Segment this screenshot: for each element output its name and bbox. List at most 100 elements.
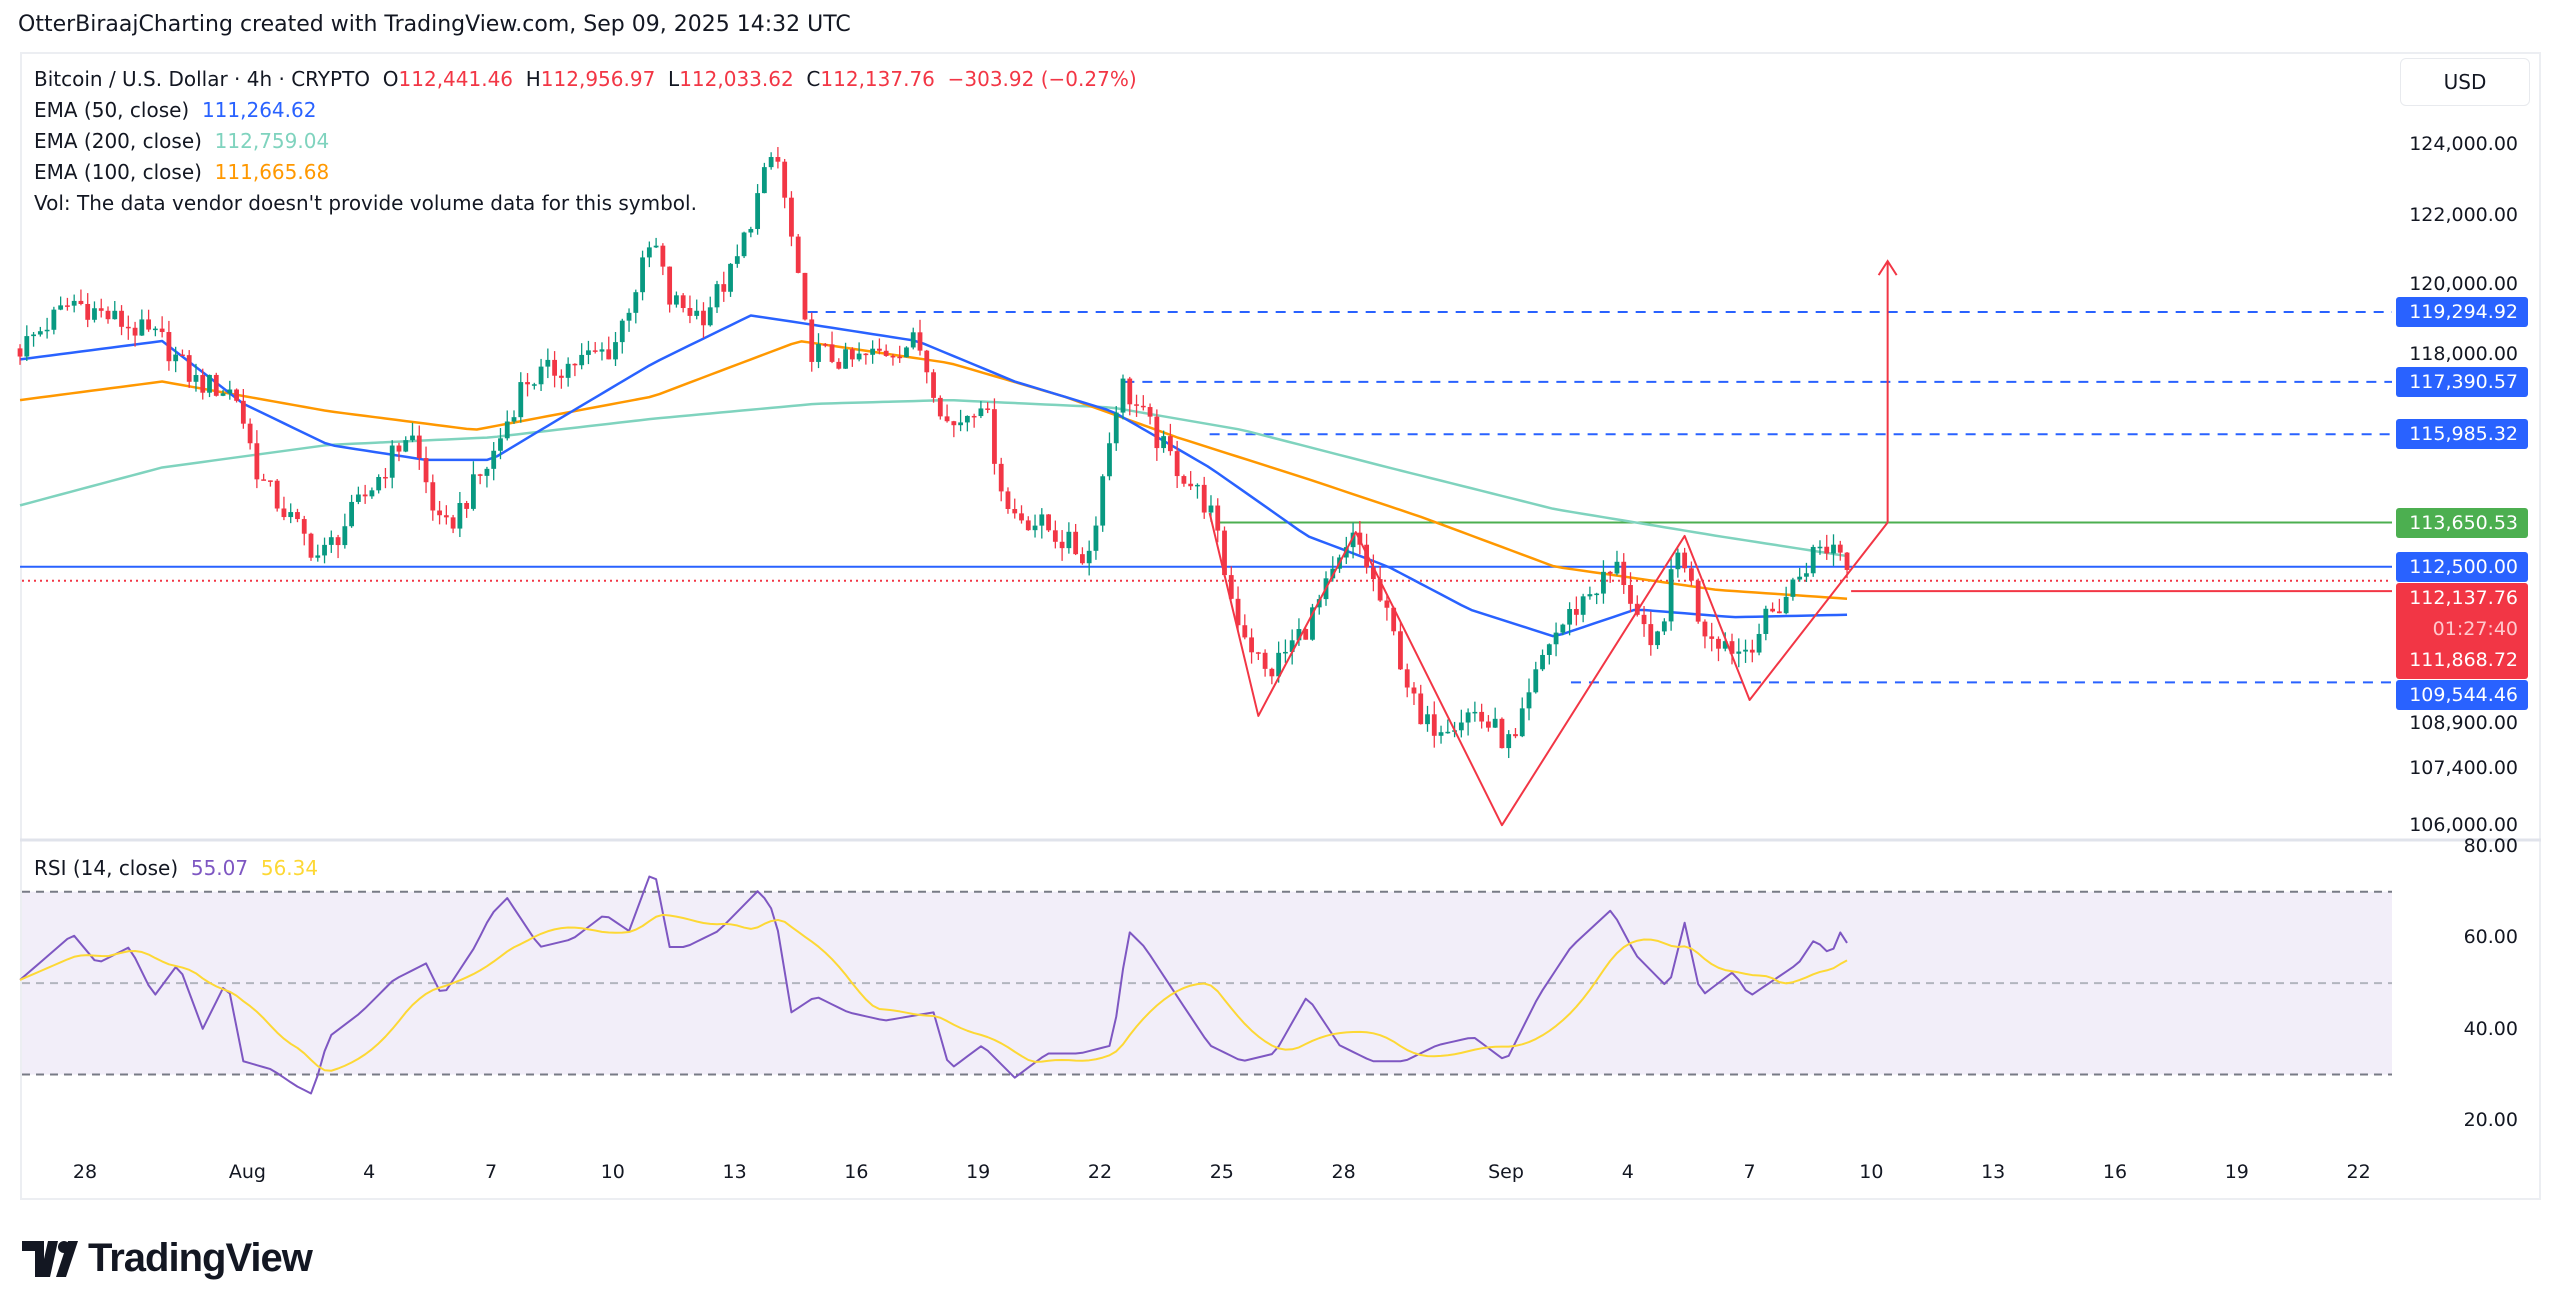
candle-body (308, 533, 314, 558)
candle-body (1147, 407, 1153, 417)
candle-body (1255, 652, 1261, 654)
candle-body (1553, 632, 1559, 645)
low-label: L (668, 67, 680, 91)
candle-body (85, 303, 91, 320)
symbol-title[interactable]: Bitcoin / U.S. Dollar · 4h · CRYPTO (34, 67, 371, 91)
candle-body (714, 284, 720, 308)
candle-body (1154, 416, 1160, 449)
candle-body (782, 161, 788, 198)
candle-body (755, 193, 761, 229)
candle-body (498, 438, 503, 451)
candle-body (1283, 651, 1288, 654)
candle-body (234, 389, 239, 401)
ema200-legend[interactable]: EMA (200, close) 112,759.04 (34, 126, 1137, 157)
candle-body (1120, 378, 1126, 413)
ema50-legend[interactable]: EMA (50, close) 111,264.62 (34, 95, 1137, 126)
rsi-ma-line (19, 913, 1848, 1072)
candle-body (1573, 609, 1579, 615)
candle-body (1350, 532, 1356, 548)
candle-body (613, 342, 618, 360)
candle-body (355, 494, 361, 502)
candle-body (1810, 546, 1816, 574)
candle-body (525, 382, 530, 385)
candle-body (1269, 668, 1275, 677)
candle-body (139, 319, 145, 336)
candle-body (1729, 641, 1735, 654)
chart-legend: Bitcoin / U.S. Dollar · 4h · CRYPTO O112… (34, 64, 1137, 219)
rsi-value: 55.07 (190, 856, 249, 880)
price-tick: 120,000.00 (2409, 272, 2518, 295)
candle-body (396, 445, 402, 452)
last-price-label: 112,137.76 01:27:40 111,868.72 (2396, 582, 2528, 679)
candle-body (1046, 514, 1051, 531)
candle-body (1695, 580, 1701, 622)
candle-body (1431, 714, 1437, 736)
currency-button[interactable]: USD (2400, 58, 2530, 106)
candle-body (701, 310, 706, 326)
candle-body (1296, 629, 1302, 641)
candle-body (694, 310, 700, 316)
candle-body (1790, 579, 1796, 597)
candle-body (626, 312, 632, 321)
candle-body (707, 307, 713, 326)
candle-body (1533, 669, 1539, 693)
candle-body (1181, 476, 1187, 484)
candle-body (247, 423, 253, 444)
candle-body (998, 463, 1004, 492)
candle-body (268, 480, 273, 482)
candle-body (159, 328, 165, 333)
candle-body (24, 336, 30, 357)
candle-body (1425, 714, 1430, 725)
candle-body (951, 421, 957, 426)
time-tick: 7 (1743, 1161, 1756, 1183)
candle-body (1567, 609, 1573, 625)
candle-body (1465, 712, 1471, 723)
candle-body (1100, 476, 1106, 526)
candle-body (721, 284, 727, 292)
bar-countdown: 01:27:40 (2432, 617, 2518, 640)
candle-body (288, 512, 294, 518)
price-tick: 118,000.00 (2409, 342, 2518, 365)
ema100-legend[interactable]: EMA (100, close) 111,665.68 (34, 157, 1137, 188)
candle-body (964, 415, 970, 423)
candle-body (105, 310, 111, 320)
low-value: 112,033.62 (679, 67, 794, 91)
candle-body (856, 353, 862, 360)
candle-body (667, 266, 673, 305)
high-label: H (525, 67, 541, 91)
candle-body (186, 355, 192, 382)
candle-body (504, 421, 510, 439)
candle-body (816, 344, 821, 362)
target-arrow-head-icon (1877, 259, 1898, 276)
candle-body (1763, 608, 1769, 634)
candle-body (646, 247, 652, 258)
rsi-label: RSI (14, close) (34, 856, 179, 880)
candle-body (1844, 552, 1850, 570)
ema50-label: EMA (50, close) (34, 98, 190, 122)
candle-body (931, 372, 936, 398)
candle-body (599, 349, 605, 352)
candle-body (531, 384, 537, 386)
candle-body (1560, 624, 1566, 633)
candle-body (849, 349, 855, 360)
rsi-legend[interactable]: RSI (14, close) 55.07 56.34 (34, 856, 318, 880)
candle-body (403, 440, 409, 452)
time-tick: 19 (2224, 1161, 2249, 1183)
candle-body (1113, 412, 1119, 444)
candle-body (1587, 594, 1593, 597)
candle-body (1235, 598, 1241, 626)
candle-body (37, 331, 43, 335)
candle-body (1398, 631, 1403, 670)
rsi-tick: 80.00 (2463, 835, 2518, 857)
candle-body (281, 508, 287, 518)
level-price-label: 117,390.57 (2396, 366, 2528, 397)
candle-body (1540, 654, 1545, 670)
candle-body (125, 326, 131, 329)
candle-body (1831, 544, 1836, 554)
chart-frame (20, 52, 2541, 1200)
time-tick: 25 (1209, 1161, 1234, 1183)
time-tick: 10 (1859, 1161, 1884, 1183)
price-tick: 122,000.00 (2409, 203, 2518, 226)
candle-body (376, 476, 382, 491)
